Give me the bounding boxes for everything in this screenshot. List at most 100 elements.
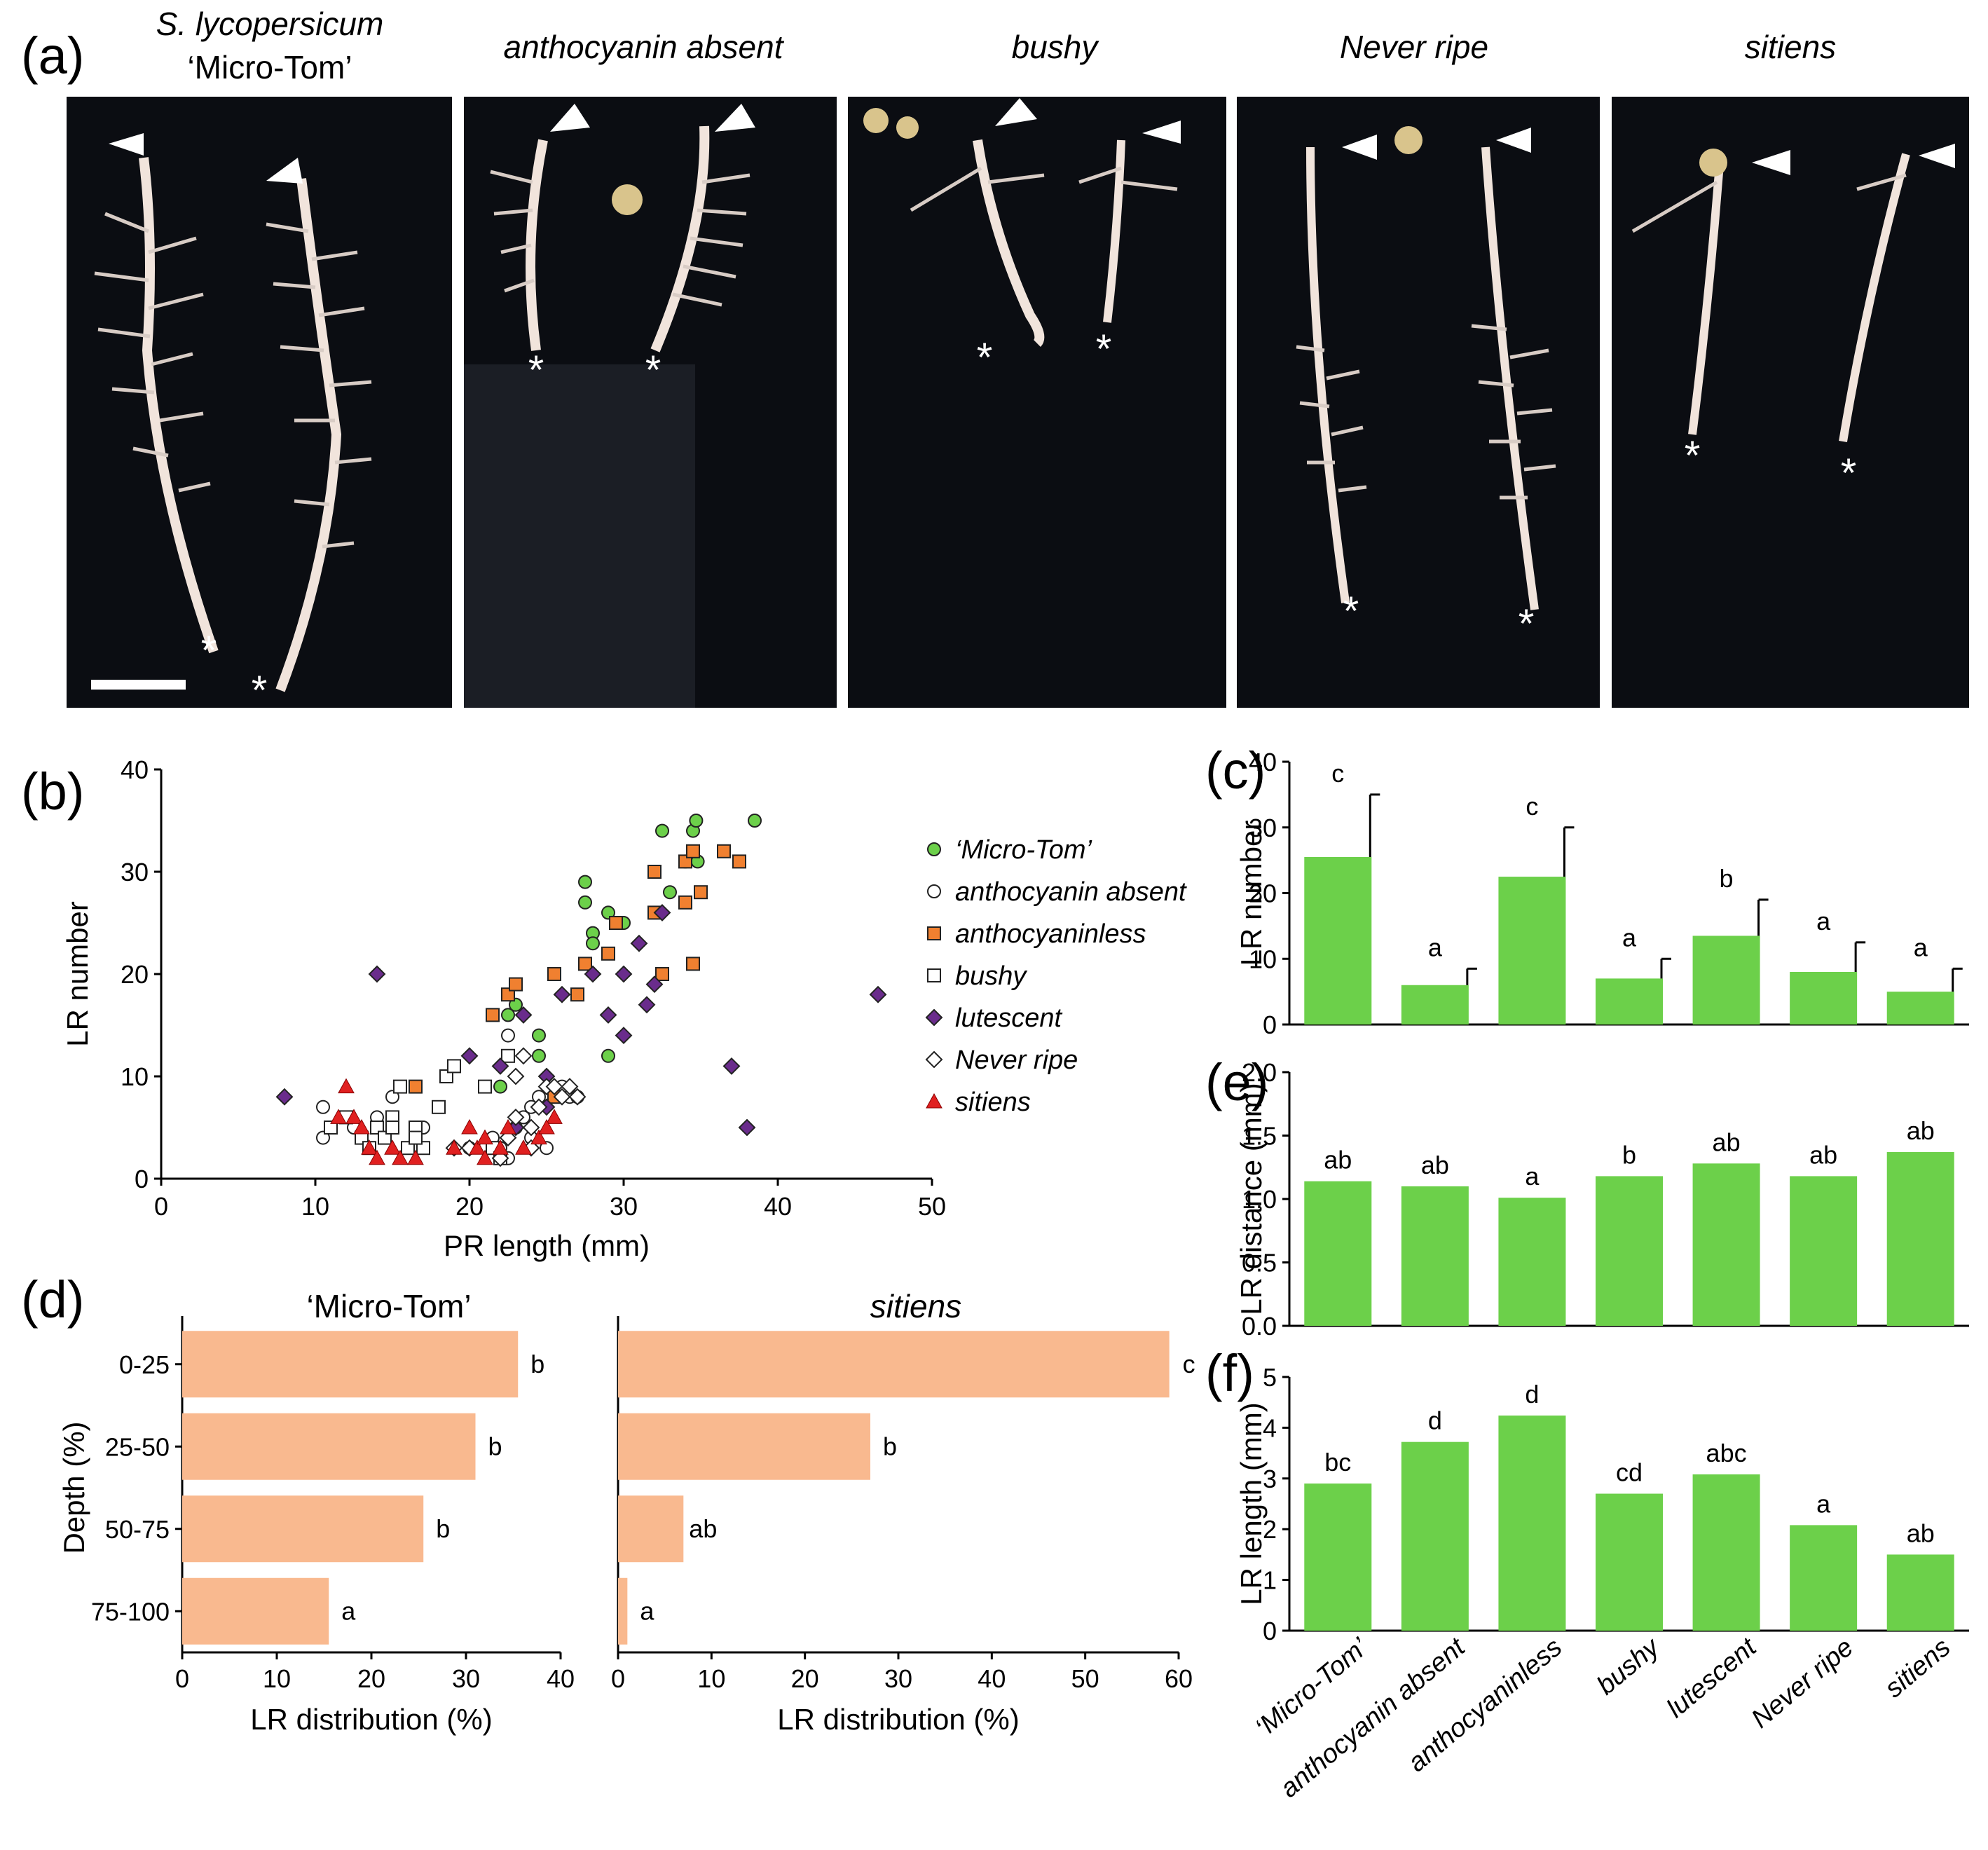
data-point [869, 985, 887, 1003]
data-point [353, 1118, 370, 1135]
significance-letter: b [1720, 864, 1734, 893]
bar [1304, 1484, 1372, 1631]
data-point [385, 1090, 399, 1104]
significance-letter: cd [1616, 1458, 1643, 1487]
x-tick-label: 20 [455, 1192, 484, 1221]
legend-label: sitiens [955, 1088, 1031, 1117]
bar-chart-c: 0 10 20 30 40 LR number c a c a b a a [1235, 748, 1969, 1039]
data-point [601, 1048, 615, 1063]
significance-letter: abc [1706, 1439, 1747, 1467]
y-tick-label: 5 [1263, 1363, 1277, 1392]
y-axis-title: Depth (%) [57, 1421, 90, 1554]
x-tick-label: 60 [1165, 1664, 1193, 1693]
data-point [477, 1149, 493, 1165]
y-category-label: 75-100 [91, 1597, 170, 1626]
significance-letter: ab [1907, 1519, 1935, 1547]
data-point [416, 1141, 430, 1156]
data-point [393, 1079, 407, 1094]
bar-category-labels: ‘Micro-Tom’anthocyanin absentanthocyanin… [1250, 1631, 1956, 1803]
hbar-chart-sitiens: 0 10 20 30 40 50 60 LR distribution (%) sitiens c… [611, 1288, 1195, 1736]
significance-letter: ab [1713, 1128, 1741, 1156]
legend-label: lutescent [955, 1003, 1063, 1033]
bar [182, 1413, 476, 1480]
data-point [460, 1047, 479, 1065]
x-tick-label: 0 [175, 1664, 189, 1693]
y-tick-label: 2 [1263, 1515, 1277, 1544]
y-category-label: 0-25 [119, 1350, 170, 1379]
data-point [478, 1079, 492, 1094]
data-point [538, 1118, 555, 1135]
data-point [275, 1088, 294, 1106]
y-tick-label: 30 [121, 858, 149, 886]
bar [1692, 1163, 1760, 1326]
data-point [694, 885, 708, 900]
bar [618, 1413, 870, 1480]
y-axis-title: LR number [61, 901, 94, 1047]
significance-letter: a [1428, 933, 1443, 961]
significance-letter: a [1816, 1489, 1831, 1518]
data-point [678, 854, 692, 869]
y-tick-label: 3 [1263, 1465, 1277, 1493]
hbar-chart-microtom: 0 10 20 30 40 LR distribution (%) ‘Micro-Tom’ b… [57, 1288, 575, 1736]
x-tick-label: 40 [978, 1664, 1006, 1693]
data-point [540, 1141, 554, 1156]
data-point [570, 987, 584, 1002]
legend-label: Never ripe [955, 1046, 1078, 1075]
legend-label: anthocyanin absent [955, 877, 1187, 907]
x-tick-label: 30 [884, 1664, 912, 1693]
x-tick-label: 10 [301, 1192, 329, 1221]
data-point [578, 957, 592, 971]
data-point [530, 1129, 547, 1145]
photo-title-bushy: bushy [1012, 29, 1100, 65]
data-point [446, 1139, 462, 1155]
data-point [645, 975, 664, 994]
y-tick-label: 10 [1249, 945, 1277, 973]
bar [1886, 992, 1954, 1025]
data-point [601, 905, 615, 920]
y-axis-title: LR distance (mm) [1235, 1083, 1268, 1315]
significance-letter: a [341, 1596, 356, 1625]
y-category-label: 50-75 [105, 1515, 170, 1544]
data-point [732, 854, 746, 869]
legend-label: anthocyaninless [955, 919, 1146, 949]
data-point [469, 1139, 486, 1155]
data-point [324, 1121, 338, 1135]
bar [618, 1331, 1170, 1398]
data-point [439, 1069, 453, 1083]
data-point [409, 1079, 423, 1094]
x-tick-label: 40 [547, 1664, 575, 1693]
panel-label-b: (b) [21, 762, 84, 821]
y-tick-label: 30 [1249, 814, 1277, 842]
data-point [532, 1048, 546, 1063]
x-tick-label: 30 [452, 1664, 480, 1693]
significance-letter: ab [689, 1514, 717, 1543]
bar [1304, 1181, 1372, 1326]
data-point [655, 823, 669, 838]
significance-letter: c [1331, 759, 1344, 788]
data-point [316, 1099, 330, 1114]
bar [1498, 877, 1566, 1025]
significance-letter: a [1525, 1162, 1540, 1191]
data-point [547, 967, 561, 981]
y-tick-label: 10 [121, 1062, 149, 1091]
data-point [553, 1088, 571, 1106]
data-point [578, 875, 592, 889]
bar [1790, 1525, 1858, 1631]
x-axis-title: PR length (mm) [444, 1229, 650, 1262]
data-point [615, 965, 633, 983]
data-point [655, 967, 669, 981]
significance-letter: a [1622, 923, 1637, 952]
data-point [370, 1121, 384, 1135]
svg-text:*: * [252, 668, 268, 713]
bar [1596, 1493, 1663, 1631]
photo-never-ripe: * * [1237, 97, 1600, 708]
photo-bushy: * * [848, 97, 1226, 708]
svg-text:*: * [1841, 451, 1857, 496]
data-point [500, 1118, 516, 1135]
x-tick-label: 0 [154, 1192, 168, 1221]
significance-letter: ab [1809, 1140, 1837, 1169]
data-point [507, 1067, 525, 1085]
data-point [501, 1028, 515, 1043]
y-tick-label: 40 [121, 755, 149, 784]
y-tick-label: 0 [1263, 1010, 1277, 1039]
